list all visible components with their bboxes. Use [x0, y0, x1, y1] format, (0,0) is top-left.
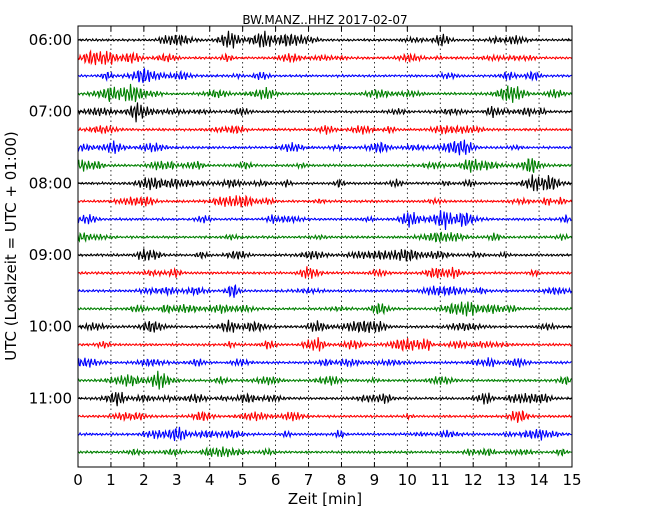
x-tick-label: 7 [304, 471, 314, 489]
trace-row-08:45 [77, 231, 573, 243]
y-tick-label: 10:00 [29, 318, 72, 336]
x-tick-label: 4 [205, 471, 215, 489]
x-grid [110, 26, 540, 467]
trace-rows [77, 30, 573, 458]
y-tick-label: 11:00 [29, 389, 72, 407]
trace-row-10:15 [77, 337, 572, 353]
trace-row-06:45 [77, 83, 573, 103]
x-tick-label: 11 [431, 471, 450, 489]
plot-frame [77, 25, 573, 468]
chart-title: BW.MANZ..HHZ 2017-02-07 [242, 13, 407, 27]
trace-row-07:15 [77, 124, 572, 135]
x-tick-label: 9 [370, 471, 380, 489]
x-tick-label: 13 [497, 471, 516, 489]
trace-row-11:00 [77, 391, 572, 407]
x-tick-label: 15 [562, 471, 581, 489]
x-tick-label: 2 [139, 471, 149, 489]
x-axis-label: Zeit [min] [288, 490, 362, 508]
trace-row-11:15 [77, 410, 572, 423]
x-axis: 0 1 2 3 4 5 6 7 8 9 10 11 12 13 14 15 [73, 26, 582, 489]
trace-row-09:30 [77, 284, 572, 298]
trace-row-09:15 [77, 266, 572, 279]
y-tick-label: 08:00 [29, 174, 72, 192]
trace-row-07:45 [77, 158, 572, 173]
x-tick-label: 14 [530, 471, 549, 489]
x-tick-label: 5 [238, 471, 248, 489]
trace-row-10:00 [77, 319, 572, 334]
trace-row-10:45 [77, 370, 572, 390]
trace-row-11:45 [77, 446, 572, 458]
trace-row-11:30 [77, 426, 572, 442]
y-tick-label: 06:00 [29, 31, 72, 49]
trace-row-07:30 [77, 139, 572, 156]
trace-row-08:00 [77, 174, 572, 192]
x-tick-label: 10 [398, 471, 417, 489]
trace-row-09:45 [77, 301, 572, 317]
trace-row-10:30 [77, 357, 572, 369]
trace-row-06:30 [77, 67, 572, 84]
x-tick-label: 3 [172, 471, 182, 489]
x-tick-label: 8 [337, 471, 347, 489]
trace-row-08:15 [77, 194, 573, 208]
x-tick-label: 1 [106, 471, 116, 489]
trace-row-06:15 [77, 49, 572, 66]
y-tick-label: 09:00 [29, 246, 72, 264]
trace-row-06:00 [77, 30, 572, 49]
x-tick-label: 12 [464, 471, 483, 489]
x-tick-label: 6 [271, 471, 281, 489]
trace-row-09:00 [77, 248, 572, 262]
x-tick-label: 0 [73, 471, 83, 489]
y-tick-label: 07:00 [29, 103, 72, 121]
y-axis-label: UTC (Lokalzeit = UTC + 01:00) [2, 131, 20, 361]
y-axis: 06:00 07:00 08:00 09:00 10:00 11:00 [29, 31, 572, 407]
trace-row-08:30 [77, 210, 572, 231]
trace-row-07:00 [77, 102, 572, 123]
